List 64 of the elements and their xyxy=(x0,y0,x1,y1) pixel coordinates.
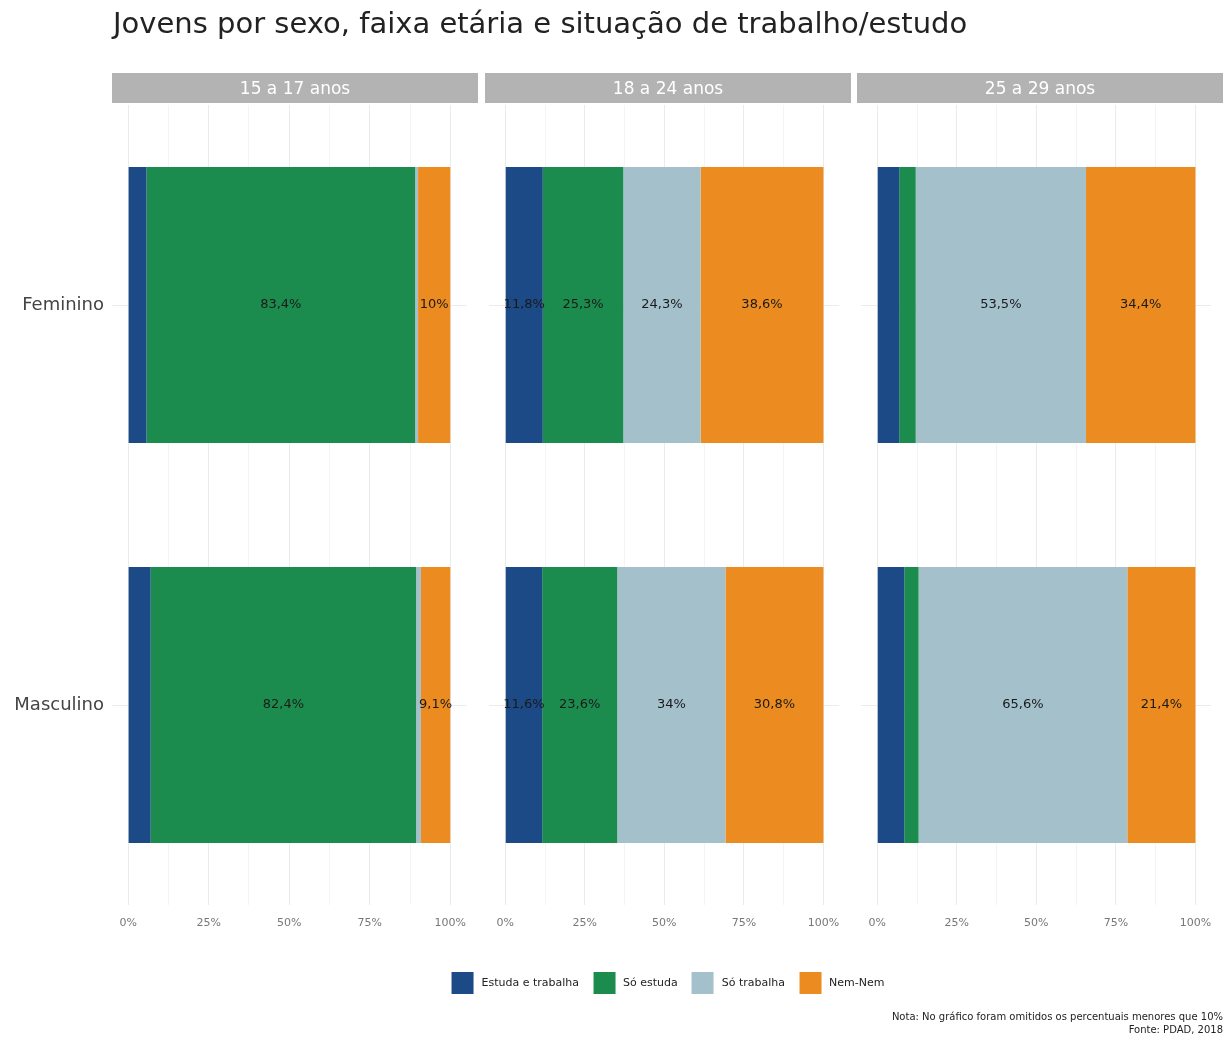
source-note: Fonte: PDAD, 2018 xyxy=(1127,1023,1223,1036)
x-tick-label: 0% xyxy=(868,916,886,930)
bar xyxy=(128,567,151,843)
bar xyxy=(128,167,147,443)
data-label: 82,4% xyxy=(262,696,305,712)
bar xyxy=(725,567,824,843)
bar xyxy=(623,167,701,443)
bar xyxy=(1127,567,1196,843)
y-tick-label: Feminino xyxy=(22,292,104,314)
x-tick-label: 50% xyxy=(276,916,302,930)
x-tick-label: 50% xyxy=(1024,916,1049,930)
text: Jovens por sexo, faixa etária e situação de trabalho/estudo xyxy=(113,6,968,40)
legend-label: Nem-Nem xyxy=(828,975,885,991)
bar xyxy=(418,167,451,443)
chart-subtitle: 15 a 17 anos xyxy=(112,73,478,103)
data-label: 24,3% xyxy=(641,296,683,312)
x-tick-label: 100% xyxy=(1179,916,1212,930)
legend-label: Só trabalha xyxy=(720,975,786,991)
x-tick-label: 25% xyxy=(196,916,221,930)
data-label: 34,4% xyxy=(1120,296,1162,312)
legend-label: Estuda e trabalha xyxy=(480,975,580,991)
x-tick-label: 75% xyxy=(731,916,757,930)
bar xyxy=(904,567,919,843)
bar xyxy=(542,567,618,843)
bar xyxy=(918,567,1128,843)
bar xyxy=(617,567,726,843)
x-tick-label: 25% xyxy=(572,916,598,930)
data-label: 83,4% xyxy=(260,296,302,312)
chart-subtitle: 25 a 29 anos xyxy=(857,73,1223,103)
x-tick-label: 100% xyxy=(434,916,466,930)
x-tick-label: 100% xyxy=(807,916,840,930)
bar xyxy=(146,167,416,443)
data-label: 65,6% xyxy=(1002,696,1044,712)
legend-label: Só estuda xyxy=(622,975,678,991)
bar xyxy=(1085,167,1196,443)
data-label: 23,6% xyxy=(559,696,601,712)
data-label: 38,6% xyxy=(741,296,783,312)
data-label: 53,5% xyxy=(980,296,1022,312)
x-tick-label: 75% xyxy=(357,916,382,930)
bar xyxy=(700,167,824,443)
bar xyxy=(420,567,451,843)
bar xyxy=(899,167,916,443)
bar xyxy=(505,167,543,443)
bar xyxy=(505,567,543,843)
bar xyxy=(877,167,900,443)
data-label: 10% xyxy=(419,296,449,312)
bar xyxy=(915,167,1086,443)
bar xyxy=(877,567,905,843)
data-label: 34% xyxy=(656,696,686,712)
y-tick-label: Masculino xyxy=(14,692,104,714)
chart-subtitle: 18 a 24 anos xyxy=(485,73,851,103)
bar xyxy=(416,567,421,843)
text: Nota: No gráfico foram omitidos os percentuais menores que 10% xyxy=(891,1010,1223,1023)
bar xyxy=(415,167,419,443)
x-tick-label: 50% xyxy=(652,916,677,930)
x-tick-label: 0% xyxy=(496,916,514,930)
data-label: 25,3% xyxy=(562,296,604,312)
data-label: 21,4% xyxy=(1140,696,1183,712)
bar xyxy=(150,567,417,843)
bar xyxy=(542,167,624,443)
x-tick-label: 0% xyxy=(119,916,137,930)
x-tick-label: 75% xyxy=(1103,916,1129,930)
data-label: 30,8% xyxy=(753,696,796,712)
x-tick-label: 25% xyxy=(944,916,970,930)
